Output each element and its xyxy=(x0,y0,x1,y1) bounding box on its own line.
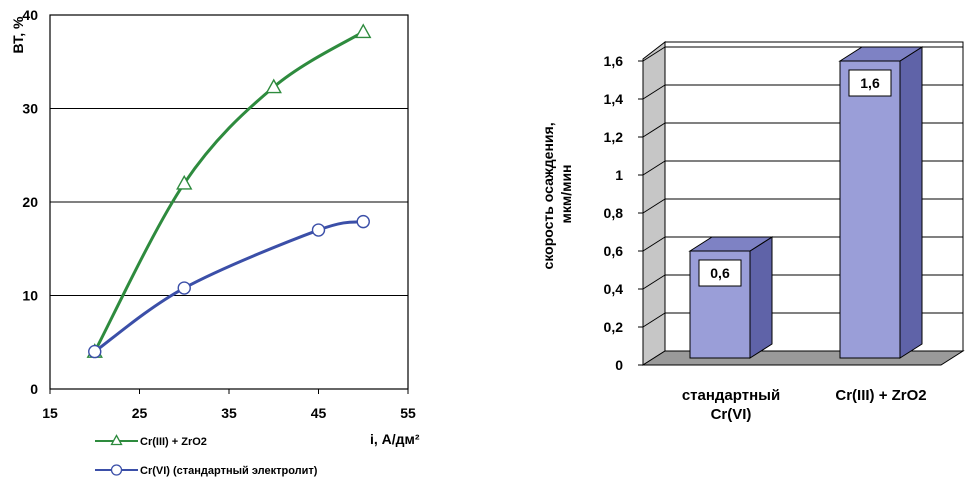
bar-marks: 0,6 1,6 xyxy=(688,46,924,359)
bar-y-tick-labels: 0 0,2 0,4 0,6 0,8 1 1,2 1,4 1,6 xyxy=(604,53,643,373)
line-x-tick-labels: 15 25 35 45 55 xyxy=(42,389,416,421)
line-y-tick-labels: 0 10 20 30 40 xyxy=(22,7,38,397)
bar-gridline-side xyxy=(642,198,666,214)
legend-circle-marker xyxy=(110,464,123,476)
bar-2-data-label-box xyxy=(848,69,892,97)
bar-1-data-label: 0,6 xyxy=(710,265,730,281)
series-line-cr3 xyxy=(93,30,365,353)
series-line-cr6 xyxy=(93,220,364,353)
bar-y-axis-title-line1: скорость осаждения, xyxy=(540,122,556,269)
line-x-tick-label: 15 xyxy=(42,405,58,421)
line-y-tick-label: 20 xyxy=(22,194,38,210)
line-y-axis-title: ВТ, % xyxy=(10,16,26,54)
bar-category-label-line: Cr(III) + ZrO2 xyxy=(835,387,926,404)
bar-gridline-side xyxy=(642,46,666,62)
bar-y-axis-title: скорость осаждения, мкм/мин xyxy=(540,119,574,270)
bar-category-labels: стандартный Cr(VI) Cr(III) + ZrO2 xyxy=(682,387,927,423)
legend-triangle-marker xyxy=(110,434,123,446)
bar-y-tick-label: 1,6 xyxy=(604,53,624,69)
bar-2-front xyxy=(839,60,901,359)
bar-gridline-side xyxy=(642,160,666,176)
data-point-cr3 xyxy=(176,174,193,190)
bar-y-axis-title-line2: мкм/мин xyxy=(558,164,574,223)
bar-y-tick-label: 0 xyxy=(615,357,623,373)
legend-label-cr6: Cr(VI) (стандартный электролит) xyxy=(140,465,318,477)
bar-gridline-side xyxy=(642,274,666,290)
bar-category-label-line: Cr(VI) xyxy=(711,406,752,423)
bar-category-label: стандартный Cr(VI) xyxy=(682,387,780,423)
bar-chart: 0 0,2 0,4 0,6 0,8 1 1,2 1,4 1,6 0,6 1,6 стандартн… xyxy=(540,40,965,423)
line-x-axis-title: i, А/дм² xyxy=(370,431,420,447)
line-x-tick-label: 35 xyxy=(221,405,237,421)
line-x-tick-label: 55 xyxy=(400,405,416,421)
bar-y-tick-label: 0,6 xyxy=(604,243,624,259)
legend-label-cr3: Cr(III) + ZrO2 xyxy=(140,436,207,448)
bar-gridline-side xyxy=(642,236,666,252)
bar-y-tick-label: 1,4 xyxy=(604,91,624,107)
bar-gridline-side xyxy=(642,312,666,328)
data-point-cr6 xyxy=(311,223,326,237)
data-point-cr3 xyxy=(265,78,282,94)
data-point-cr6 xyxy=(88,344,102,359)
bar-category-label-line: стандартный xyxy=(682,387,780,404)
bar-1-side xyxy=(749,236,773,359)
bar-y-tick-label: 0,2 xyxy=(604,319,624,335)
bar-y-tick-label: 1 xyxy=(615,167,623,183)
line-y-tick-label: 30 xyxy=(22,101,38,117)
bar-2-data-label: 1,6 xyxy=(860,75,880,91)
data-point-cr6 xyxy=(177,281,191,295)
bar-category-label: Cr(III) + ZrO2 xyxy=(835,387,926,404)
line-chart: 0 10 20 30 40 15 25 35 45 55 ВТ, % i, А/дм² Cr(I… xyxy=(10,7,420,477)
legend-item-cr6: Cr(VI) (стандартный электролит) xyxy=(95,464,318,477)
bar-y-tick-label: 1,2 xyxy=(604,129,624,145)
bar-gridline-side xyxy=(642,122,666,138)
line-gridlines xyxy=(50,108,408,296)
bar-gridline-side xyxy=(642,84,666,100)
bar-y-tick-label: 0,8 xyxy=(604,205,624,221)
bar-y-tick-label: 0,4 xyxy=(604,281,624,297)
bar-2-side xyxy=(899,46,923,359)
bar-side-wall xyxy=(642,40,666,366)
data-point-cr6 xyxy=(356,214,370,229)
line-series xyxy=(86,23,372,359)
data-point-cr3 xyxy=(355,23,372,39)
line-y-tick-label: 0 xyxy=(30,381,38,397)
line-x-tick-label: 25 xyxy=(132,405,148,421)
line-y-tick-label: 10 xyxy=(22,288,38,304)
bar-1-data-label-box xyxy=(698,259,742,287)
line-y-tick-label: 40 xyxy=(22,7,38,23)
line-x-tick-label: 45 xyxy=(311,405,327,421)
legend-item-cr3: Cr(III) + ZrO2 xyxy=(95,434,207,448)
line-legend: Cr(III) + ZrO2 Cr(VI) (стандартный элект… xyxy=(95,434,318,477)
